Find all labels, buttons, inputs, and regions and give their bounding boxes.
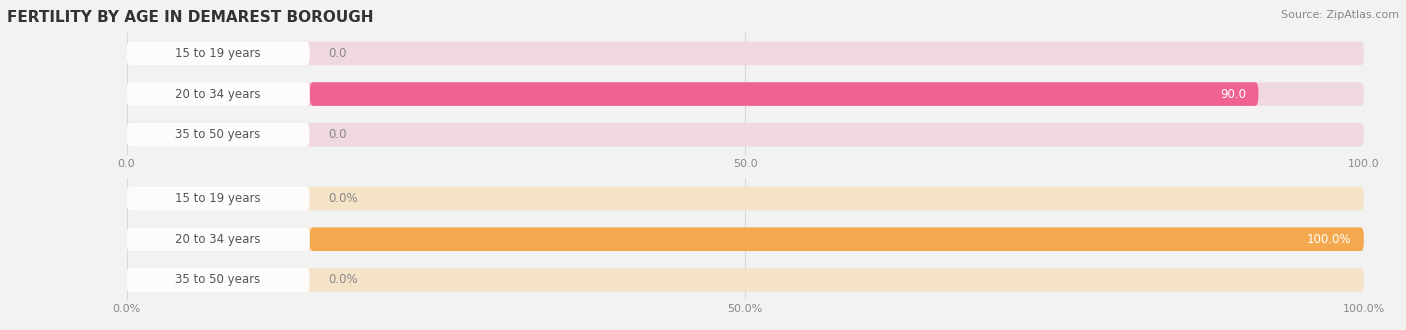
Text: 20 to 34 years: 20 to 34 years (176, 233, 262, 246)
FancyBboxPatch shape (127, 187, 309, 210)
Text: 100.0%: 100.0% (1308, 233, 1351, 246)
Text: 90.0: 90.0 (1220, 87, 1246, 101)
FancyBboxPatch shape (127, 227, 309, 251)
FancyBboxPatch shape (127, 82, 1364, 106)
FancyBboxPatch shape (127, 82, 309, 106)
Text: FERTILITY BY AGE IN DEMAREST BOROUGH: FERTILITY BY AGE IN DEMAREST BOROUGH (7, 10, 374, 25)
FancyBboxPatch shape (309, 227, 1364, 251)
FancyBboxPatch shape (127, 123, 309, 147)
Text: 0.0%: 0.0% (328, 192, 359, 205)
Text: 0.0%: 0.0% (328, 274, 359, 286)
Text: 0.0: 0.0 (328, 128, 347, 141)
Text: 0.0: 0.0 (328, 47, 347, 60)
FancyBboxPatch shape (309, 82, 1258, 106)
FancyBboxPatch shape (127, 187, 1364, 210)
Text: Source: ZipAtlas.com: Source: ZipAtlas.com (1281, 10, 1399, 20)
Text: 35 to 50 years: 35 to 50 years (176, 274, 260, 286)
Text: 15 to 19 years: 15 to 19 years (176, 192, 262, 205)
Text: 20 to 34 years: 20 to 34 years (176, 87, 262, 101)
FancyBboxPatch shape (127, 42, 309, 65)
FancyBboxPatch shape (127, 227, 1364, 251)
FancyBboxPatch shape (127, 268, 1364, 292)
FancyBboxPatch shape (127, 42, 1364, 65)
FancyBboxPatch shape (127, 123, 1364, 147)
Text: 15 to 19 years: 15 to 19 years (176, 47, 262, 60)
FancyBboxPatch shape (127, 268, 309, 292)
Text: 35 to 50 years: 35 to 50 years (176, 128, 260, 141)
